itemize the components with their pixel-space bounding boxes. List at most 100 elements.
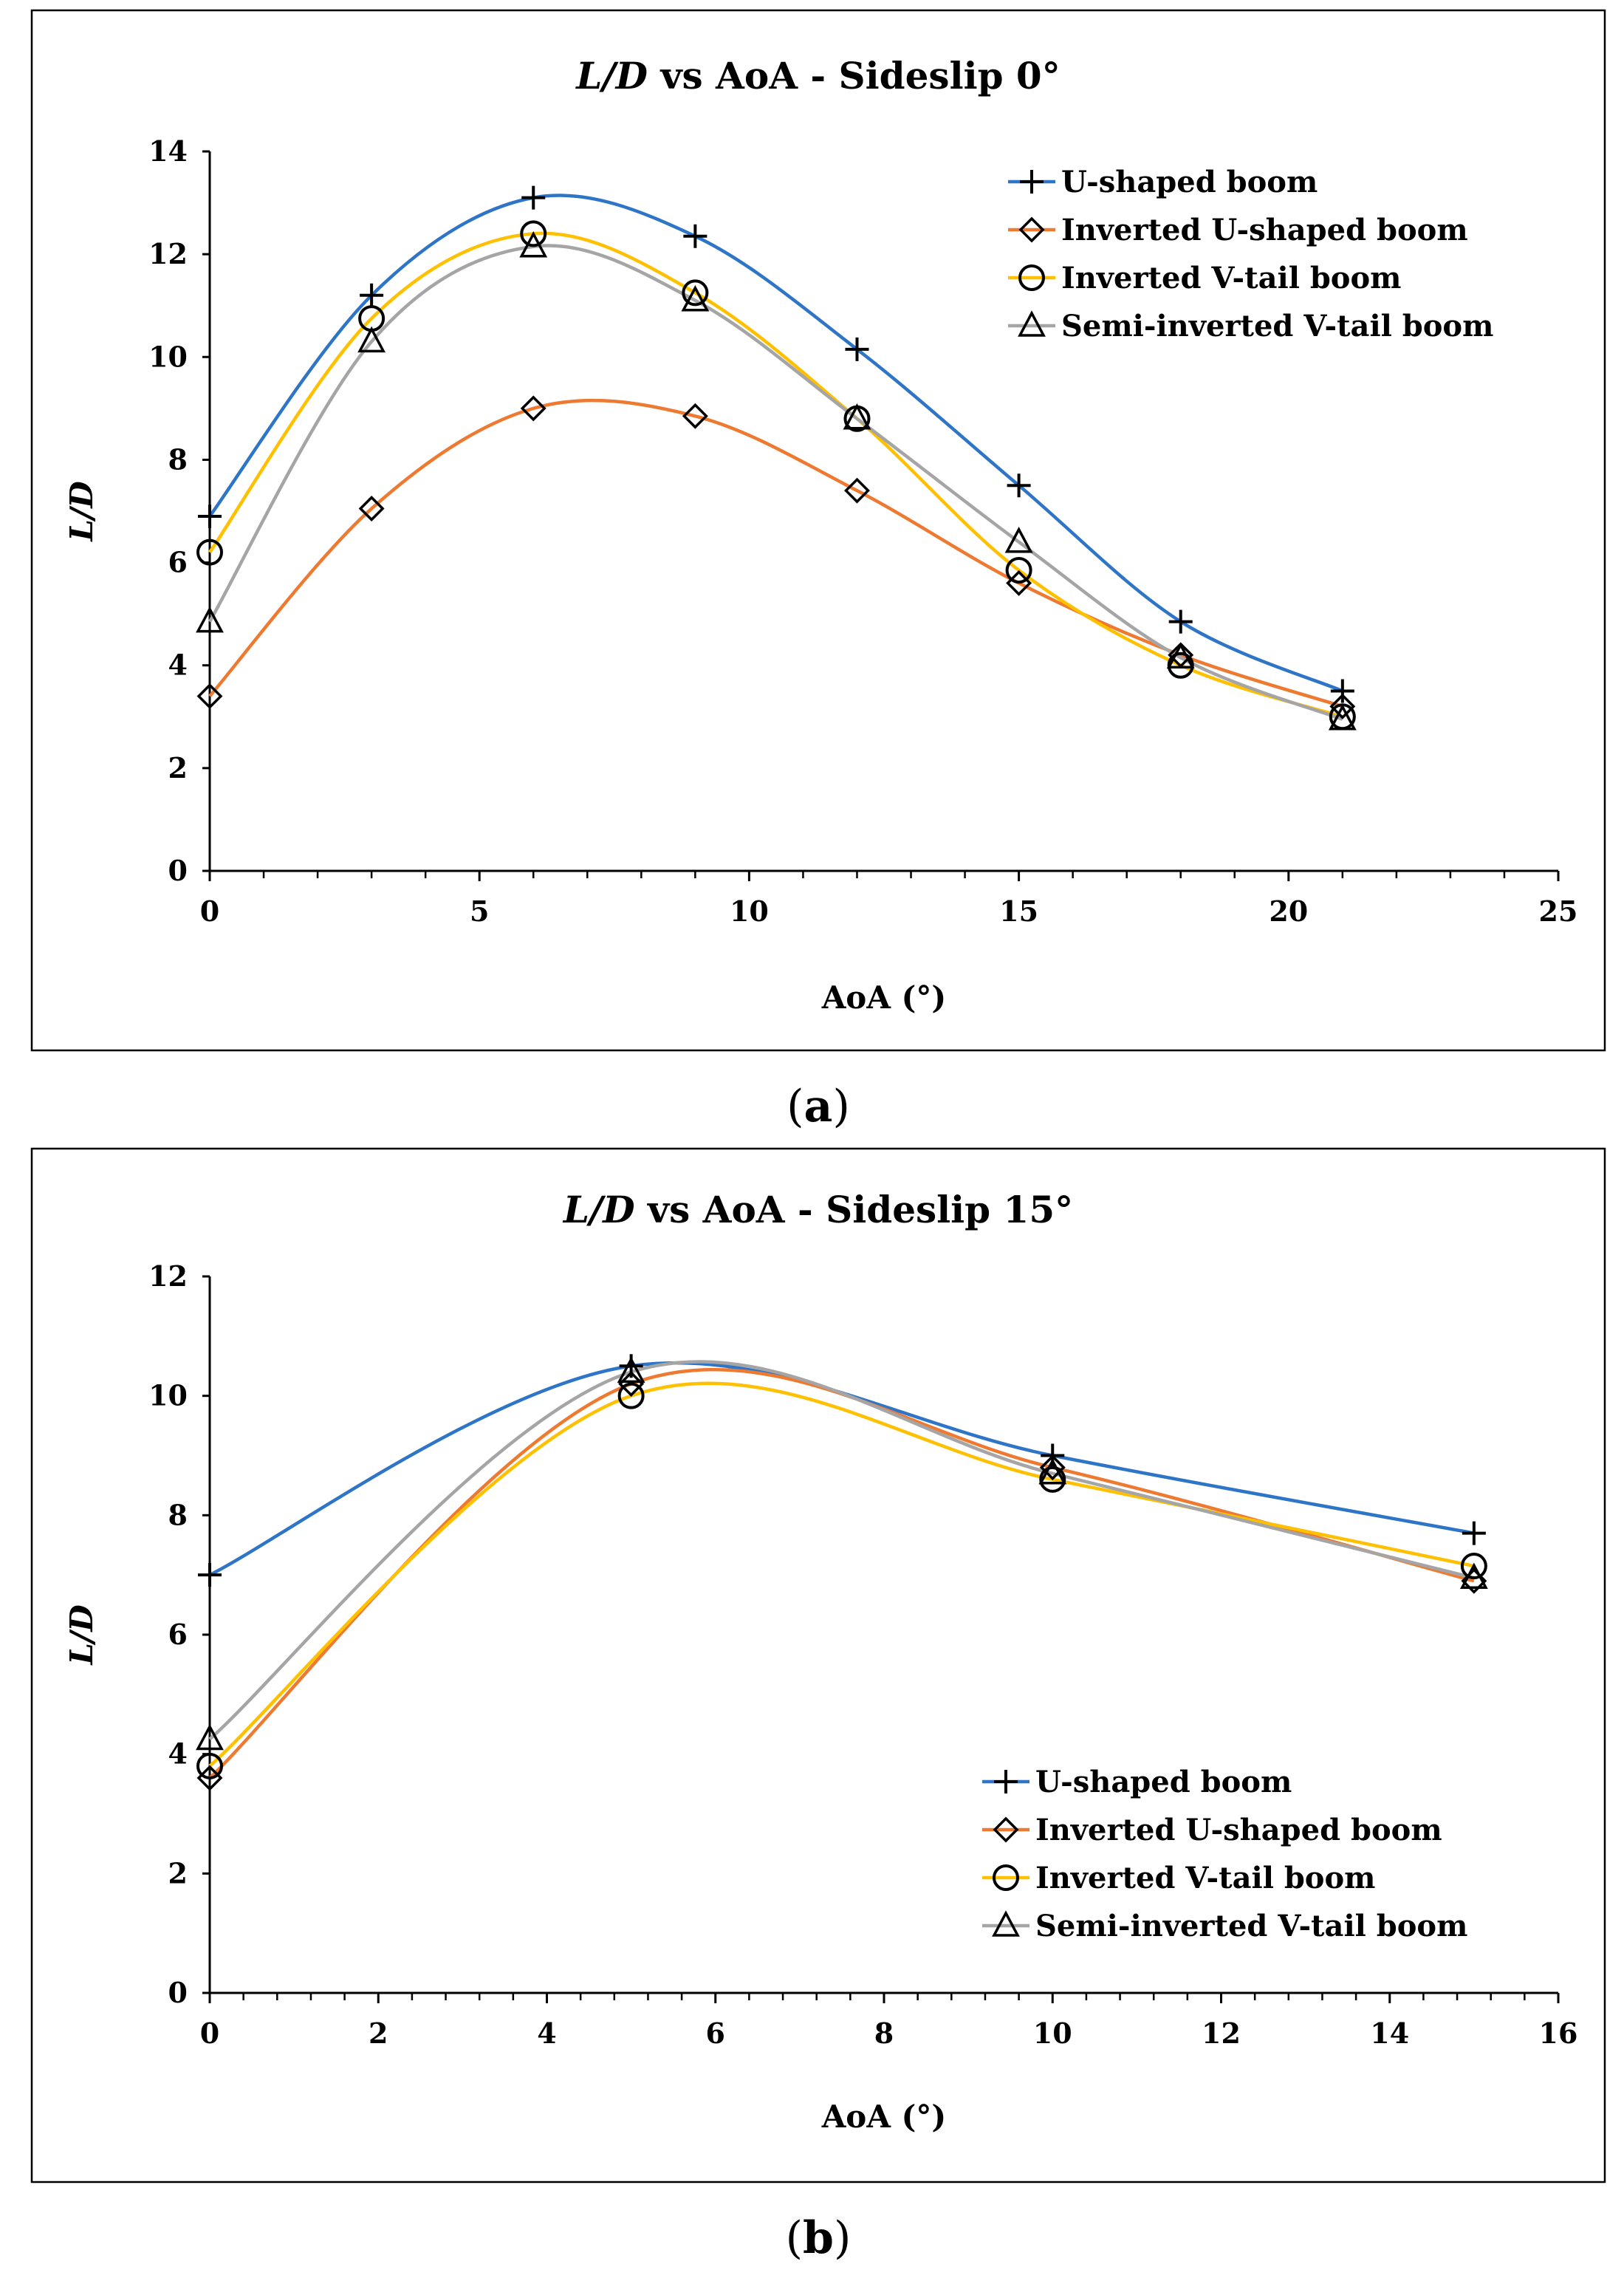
chart-b-series-line-3	[208, 1381, 1475, 1768]
chart-a-y-tick-label: 2	[168, 751, 188, 784]
chart-a-point-diamond	[682, 403, 708, 429]
chart-a-series-line-3	[208, 231, 1343, 719]
chart-a-x-tick-label: 15	[999, 895, 1038, 928]
chart-a-legend-label: Inverted U-shaped boom	[1061, 213, 1468, 247]
chart-a-point-diamond	[196, 683, 223, 709]
chart-a-point-triangle	[681, 285, 710, 312]
chart-a-caption: (a)	[787, 1081, 850, 1132]
chart-b-point-circle	[1460, 1553, 1487, 1580]
chart-b-legend-marker-triangle	[992, 1910, 1020, 1937]
chart-b-y-tick-label: 0	[168, 1976, 188, 2009]
chart-b-point-triangle	[1459, 1562, 1488, 1589]
chart-b-legend-marker-diamond	[993, 1816, 1019, 1843]
chart-a-point-triangle	[1328, 704, 1357, 731]
chart-b-point-triangle	[1038, 1458, 1067, 1485]
chart-a-point-circle	[1005, 557, 1032, 584]
chart-b-x-tick-label: 8	[874, 2017, 894, 2050]
chart-a-series-markers-1	[198, 185, 1354, 703]
chart-a-point-circle	[682, 279, 709, 307]
chart-b-y-tick-label: 6	[168, 1618, 188, 1651]
chart-b-x-tick-label: 4	[537, 2017, 556, 2050]
chart-a-y-tick-label: 6	[168, 546, 188, 579]
chart-b-series-markers-3	[196, 1382, 1487, 1779]
chart-a-point-diamond	[358, 496, 385, 521]
chart-a-legend: U-shaped boom Inverted U-shaped boom Inver…	[1008, 165, 1493, 343]
chart-a-legend-marker-circle	[1018, 264, 1045, 291]
chart-b-legend-marker-circle	[993, 1864, 1019, 1891]
chart-b-point-circle	[1039, 1466, 1066, 1493]
chart-a-point-plus	[1330, 679, 1354, 703]
chart-a-point-triangle	[1004, 527, 1033, 553]
chart-b-legend: U-shaped boom Inverted U-shaped boom Inver…	[982, 1765, 1467, 1943]
chart-a-point-triangle	[196, 606, 224, 633]
chart-panel-b: L/D vs AoA - Sideslip 15° 0 2 4 6 8 10 12 14 16 0 2…	[0, 1141, 1624, 2281]
chart-b-series-markers-4	[196, 1356, 1488, 1751]
chart-b-point-plus	[1462, 1521, 1486, 1545]
chart-a-legend-label: Inverted V-tail boom	[1061, 261, 1401, 295]
chart-a-frame	[30, 9, 1606, 1052]
chart-a-point-triangle	[1166, 642, 1195, 669]
chart-a-x-tick-label: 25	[1539, 895, 1578, 928]
chart-a-point-diamond	[1329, 693, 1356, 719]
chart-b-x-tick-label: 2	[369, 2017, 388, 2050]
chart-b-y-axis-title: L/D	[64, 1604, 100, 1666]
chart-b-x-tick-label: 0	[200, 2017, 219, 2050]
chart-a-series-markers-4	[196, 230, 1357, 731]
chart-a-point-triangle	[843, 403, 871, 430]
chart-b-title: L/D vs AoA - Sideslip 15°	[562, 1188, 1073, 1231]
chart-b-caption: (b)	[786, 2212, 852, 2264]
chart-a-point-triangle	[357, 326, 386, 353]
chart-b-legend-marker-plus	[994, 1770, 1018, 1793]
chart-b-y-tick-label: 2	[168, 1856, 188, 1890]
chart-b-point-diamond	[1039, 1454, 1066, 1481]
chart-b-y-tick-label: 12	[148, 1259, 188, 1293]
chart-b-legend-label: Inverted V-tail boom	[1035, 1861, 1375, 1895]
chart-a-point-plus	[1168, 609, 1193, 634]
chart-b-y-tick-label: 4	[168, 1737, 188, 1771]
chart-a-legend-label: Semi-inverted V-tail boom	[1061, 309, 1493, 343]
chart-a-legend-marker-triangle	[1018, 310, 1046, 337]
chart-a-x-tick-label: 20	[1269, 895, 1308, 928]
chart-a-y-tick-label: 8	[168, 442, 188, 476]
chart-a-point-plus	[521, 185, 546, 210]
chart-a-point-diamond	[520, 395, 547, 422]
chart-a-series-line-4	[208, 244, 1343, 721]
chart-b-point-circle	[196, 1752, 223, 1779]
chart-a-y-tick-label: 12	[148, 237, 188, 270]
chart-a-point-diamond	[844, 477, 870, 504]
chart-panel-a: L/D vs AoA - Sideslip 0° 0 5 10 15 20 25 0 2 4 6 8 1…	[30, 9, 1606, 1132]
chart-a-legend-marker-plus	[1020, 170, 1044, 194]
chart-b-svg: L/D vs AoA - Sideslip 15° 0 2 4 6 8 10 12 14 16 0 2…	[30, 1147, 1606, 2264]
chart-b-legend-label: Semi-inverted V-tail boom	[1035, 1909, 1467, 1943]
chart-a-point-plus	[1007, 473, 1031, 498]
chart-a-y-tick-label: 4	[168, 649, 188, 682]
chart-b-y-tick-label: 8	[168, 1498, 188, 1531]
chart-a-y-tick-label: 14	[148, 134, 188, 168]
chart-a-x-tick-label: 5	[470, 895, 489, 928]
chart-a-y-tick-label: 0	[168, 854, 188, 887]
chart-b-x-tick-label: 12	[1202, 2017, 1241, 2050]
chart-b-point-circle	[617, 1382, 645, 1409]
chart-b-frame	[30, 1147, 1606, 2183]
chart-a-title: L/D vs AoA - Sideslip 0°	[575, 54, 1060, 98]
chart-b-x-tick-label: 16	[1539, 2017, 1578, 2050]
chart-a-point-triangle	[519, 230, 548, 258]
chart-a-y-axis-title: L/D	[64, 481, 100, 542]
chart-b-y-tick-label: 10	[148, 1379, 188, 1412]
chart-b-point-triangle	[617, 1356, 645, 1384]
chart-b-x-tick-label: 10	[1033, 2017, 1072, 2050]
chart-a-x-tick-label: 10	[730, 895, 769, 928]
chart-a-x-axis-title: AoA (°)	[821, 979, 947, 1016]
chart-b-point-diamond	[618, 1371, 645, 1397]
chart-a-svg: L/D vs AoA - Sideslip 0° 0 5 10 15 20 25 0 2 4 6 8 1…	[30, 9, 1606, 1132]
chart-a-point-plus	[360, 283, 384, 307]
chart-b-series-line-4	[208, 1360, 1475, 1741]
chart-a-series-line-2	[208, 398, 1343, 708]
chart-b-legend-label: Inverted U-shaped boom	[1035, 1813, 1442, 1847]
chart-b-x-tick-label: 6	[706, 2017, 725, 2050]
chart-b-point-triangle	[196, 1723, 224, 1751]
chart-a-point-plus	[198, 504, 222, 528]
chart-a-point-plus	[845, 337, 869, 361]
chart-a-x-tick-label: 0	[200, 895, 219, 928]
chart-a-point-circle	[520, 220, 547, 247]
